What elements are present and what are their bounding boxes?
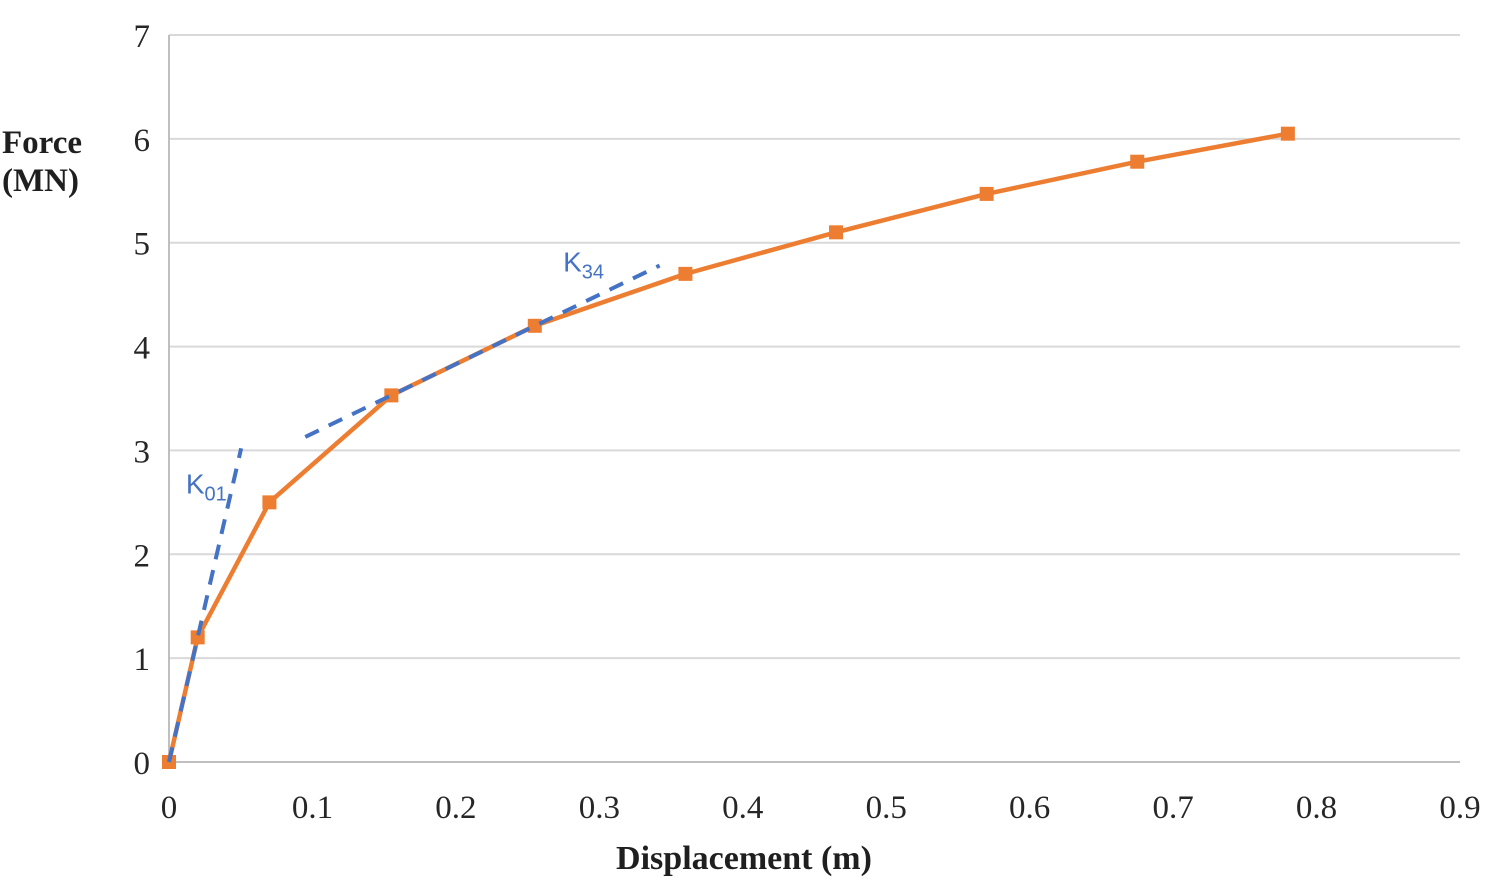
k01-line [167, 447, 244, 763]
x-tick-label-0.6: 0.6 [1009, 790, 1050, 826]
k34-line [304, 263, 661, 439]
x-axis-title: Displacement (m) [616, 840, 872, 877]
data-point-marker [262, 495, 277, 510]
y-tick-label-3: 3 [134, 434, 151, 470]
data-point-marker [829, 225, 844, 240]
y-tick-label-2: 2 [134, 538, 151, 574]
y-axis-title-line2: (MN) [2, 163, 79, 199]
x-tick-label-0.9: 0.9 [1439, 790, 1480, 826]
data-point-marker [527, 318, 542, 333]
gridlines [169, 34, 1460, 763]
data-point-marker [678, 266, 693, 281]
data-series [162, 126, 1295, 769]
y-tick-label-6: 6 [134, 123, 151, 159]
x-tick-label-0.3: 0.3 [579, 790, 620, 826]
data-point-marker [979, 186, 994, 201]
x-tick-label-0.2: 0.2 [435, 790, 476, 826]
x-tick-label-0.5: 0.5 [866, 790, 907, 826]
x-tick-label-0: 0 [161, 790, 178, 826]
y-tick-label-7: 7 [134, 19, 151, 55]
y-tick-label-5: 5 [134, 227, 151, 263]
y-tick-label-4: 4 [134, 331, 151, 367]
data-point-marker [190, 630, 205, 645]
y-axis-title: Force (MN) [2, 124, 82, 200]
x-tick-label-0.4: 0.4 [722, 790, 763, 826]
force-displacement-curve-line [166, 131, 1291, 765]
x-axis-tick-labels: 0 0.1 0.2 0.3 0.4 0.5 0.6 0.7 0.8 0.9 [161, 790, 1481, 826]
data-point-marker [1130, 154, 1145, 169]
data-point-marker [384, 388, 399, 403]
k01-label: K01 [186, 469, 227, 506]
k34-label: K34 [563, 246, 604, 283]
stiffness-annotations: K01 K34 [167, 246, 661, 763]
y-tick-label-0: 0 [134, 746, 151, 782]
y-axis-title-line1: Force [2, 125, 83, 161]
x-tick-label-0.1: 0.1 [292, 790, 333, 826]
x-tick-label-0.7: 0.7 [1152, 790, 1193, 826]
x-tick-label-0.8: 0.8 [1296, 790, 1337, 826]
y-tick-label-1: 1 [134, 642, 151, 678]
data-point-marker [1280, 126, 1295, 141]
y-axis-tick-labels: 0 1 2 3 4 5 6 7 [134, 19, 151, 782]
